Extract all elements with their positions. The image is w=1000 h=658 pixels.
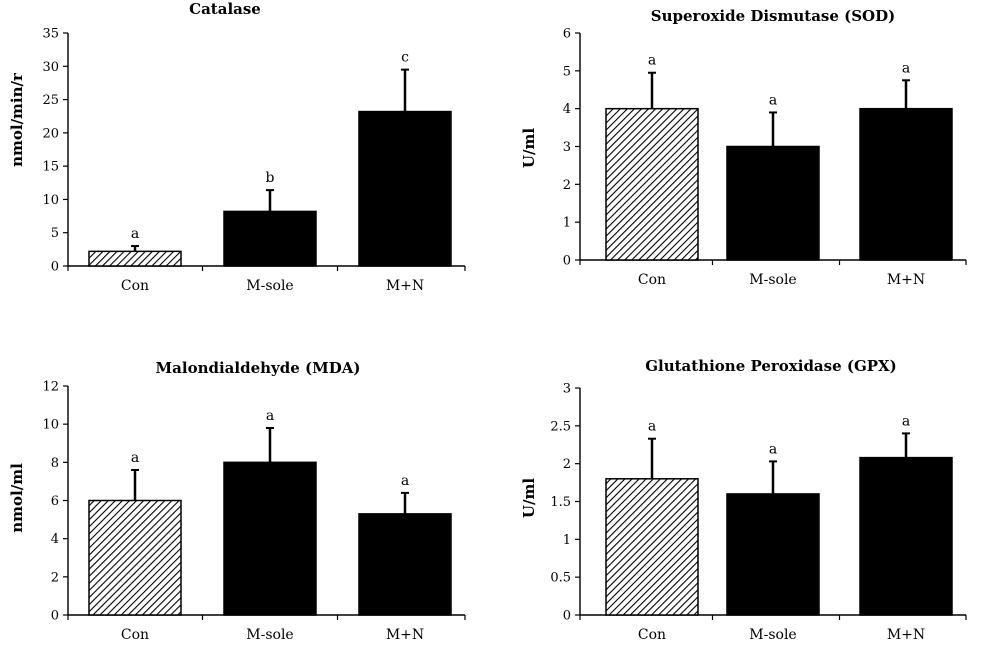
y-tick-label: 0: [51, 260, 59, 275]
y-tick-label: 10: [42, 193, 59, 208]
y-tick-label: 8: [51, 456, 59, 471]
y-tick-label: 1.5: [550, 495, 571, 510]
y-axis-label: nmol/min/r: [8, 72, 26, 167]
category-label: M+N: [887, 627, 925, 643]
significance-label: a: [131, 450, 139, 466]
panel-title: Malondialdehyde (MDA): [156, 359, 361, 377]
category-label: Con: [121, 627, 149, 643]
significance-label: a: [131, 226, 139, 242]
y-tick-label: 30: [42, 60, 59, 75]
y-axis-label: U/ml: [520, 478, 538, 518]
y-tick-label: 6: [563, 27, 571, 42]
y-tick-label: 2.5: [550, 419, 571, 434]
y-tick-label: 15: [42, 160, 59, 175]
y-tick-label: 5: [563, 64, 571, 79]
significance-label: a: [266, 408, 274, 424]
bar: [88, 499, 182, 616]
bar: [605, 107, 699, 261]
bar: [859, 456, 953, 616]
panel-title: Glutathione Peroxidase (GPX): [645, 357, 897, 375]
y-tick-label: 2: [51, 570, 59, 585]
y-tick-label: 25: [42, 93, 59, 108]
significance-label: a: [648, 419, 656, 435]
bar: [358, 513, 452, 616]
bar: [726, 145, 820, 261]
y-tick-label: 0: [51, 609, 59, 624]
y-tick-label: 6: [51, 494, 59, 509]
plot-area: 0 0.5 1 1.5 2 2.5 3 a Con a M-sole a M+N: [550, 382, 967, 643]
y-tick-label: 12: [42, 380, 59, 395]
significance-label: a: [401, 473, 409, 489]
panel-title: Catalase: [189, 0, 261, 18]
panel-mda: Malondialdehyde (MDA) nmol/ml 0 2 4 6 8 10 12 a…: [8, 359, 466, 643]
significance-label: a: [769, 441, 777, 457]
category-label: Con: [638, 627, 666, 643]
y-tick-label: 4: [563, 102, 571, 117]
y-tick-label: 0: [563, 254, 571, 269]
y-tick-label: 2: [563, 178, 571, 193]
y-tick-label: 10: [42, 418, 59, 433]
y-tick-label: 0: [563, 609, 571, 624]
bar: [358, 110, 452, 267]
panel-gpx: Glutathione Peroxidase (GPX) U/ml 0 0.5 1 1…: [520, 357, 967, 643]
significance-label: a: [902, 60, 910, 76]
bar: [88, 250, 182, 267]
y-axis-label: nmol/ml: [8, 463, 26, 533]
plot-area: 0 5 10 15 20 25 30 35 a Con b M-sole c M+N: [42, 27, 466, 294]
category-label: M-sole: [246, 278, 293, 294]
y-tick-label: 3: [563, 140, 571, 155]
panel-title: Superoxide Dismutase (SOD): [651, 7, 895, 25]
bar: [223, 210, 317, 267]
y-tick-label: 1: [563, 216, 571, 231]
y-tick-label: 35: [42, 27, 59, 42]
y-tick-label: 20: [42, 126, 59, 141]
category-label: Con: [638, 272, 666, 288]
significance-label: b: [266, 170, 275, 186]
bar: [859, 107, 953, 261]
category-label: M+N: [386, 627, 424, 643]
y-tick-label: 5: [51, 226, 59, 241]
category-label: M-sole: [749, 272, 796, 288]
y-tick-label: 3: [563, 382, 571, 397]
y-axis-label: U/ml: [520, 128, 538, 168]
category-label: M-sole: [246, 627, 293, 643]
plot-area: 0 1 2 3 4 5 6 a Con a M-sole a M+N: [563, 27, 967, 288]
significance-label: a: [902, 413, 910, 429]
panel-catalase: Catalase nmol/min/r 0 5 10 15 20 25 30 35 a Con b M…: [8, 0, 466, 294]
y-tick-label: 0.5: [550, 571, 571, 586]
significance-label: a: [648, 53, 656, 69]
significance-label: a: [769, 92, 777, 108]
category-label: M+N: [386, 278, 424, 294]
panel-sod: Superoxide Dismutase (SOD) U/ml 0 1 2 3 4 5 6 a…: [520, 7, 967, 288]
category-label: Con: [121, 278, 149, 294]
category-label: M-sole: [749, 627, 796, 643]
bar: [223, 461, 317, 616]
y-tick-label: 1: [563, 533, 571, 548]
category-label: M+N: [887, 272, 925, 288]
plot-area: 0 2 4 6 8 10 12 a Con a M-sole a M+N: [42, 380, 466, 643]
significance-label: c: [401, 50, 409, 66]
y-tick-label: 2: [563, 457, 571, 472]
bar: [726, 493, 820, 616]
bar: [605, 478, 699, 616]
y-tick-label: 4: [51, 532, 59, 547]
